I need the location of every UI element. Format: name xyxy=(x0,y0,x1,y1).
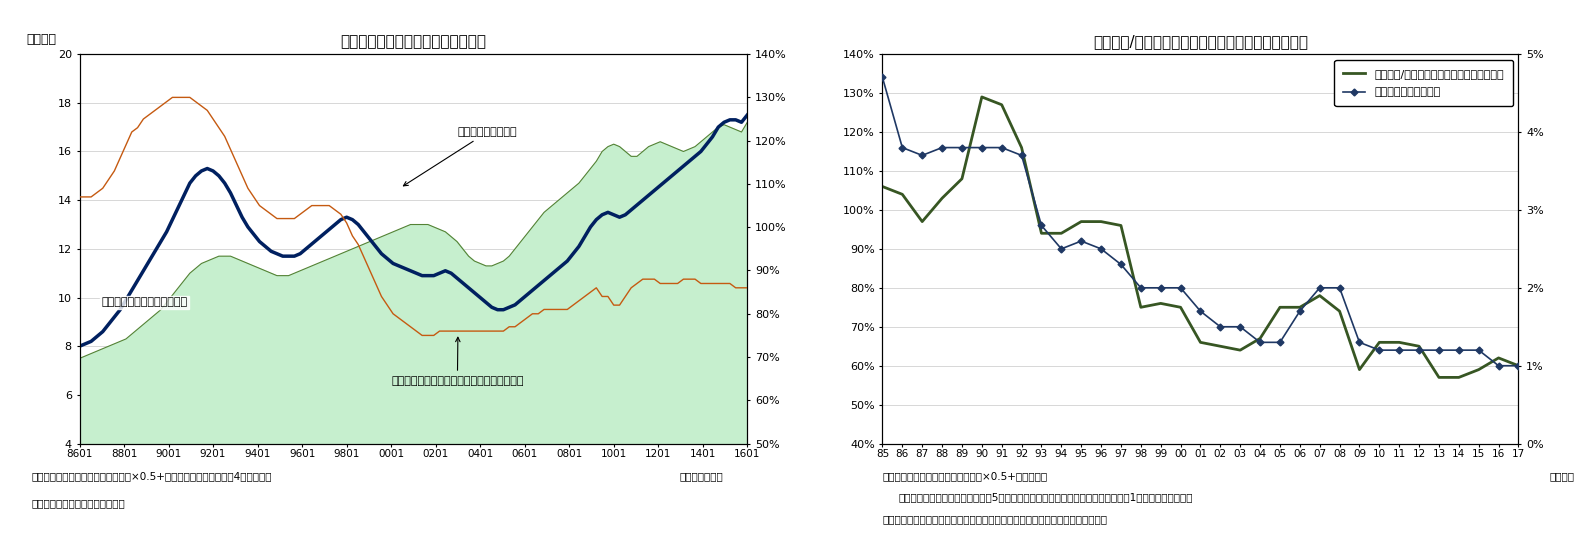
Text: キャッシュフロー（左目盛）: キャッシュフロー（左目盛） xyxy=(102,298,188,307)
Title: 設備投資/キャッシュフロー比率と期待成長率の関係: 設備投資/キャッシュフロー比率と期待成長率の関係 xyxy=(1092,34,1309,49)
Text: （兆円）: （兆円） xyxy=(25,34,56,47)
Legend: 設備投資/キャッシュフロー比率（左目盛）, 期待成長率（右目盛）: 設備投資/キャッシュフロー比率（左目盛）, 期待成長率（右目盛） xyxy=(1334,60,1514,107)
Title: 設備投資とキャッシュフローの関係: 設備投資とキャッシュフローの関係 xyxy=(340,34,487,49)
Text: （資料）財務省「法人企業統計」: （資料）財務省「法人企業統計」 xyxy=(32,498,126,508)
Text: 設備投資／キャッシュフロー比率（右目盛）: 設備投資／キャッシュフロー比率（右目盛） xyxy=(391,337,523,386)
Text: （注）キャッシュフロー＝経常利益×0.5+減価償却費。数値は全て4四半期平均: （注）キャッシュフロー＝経常利益×0.5+減価償却費。数値は全て4四半期平均 xyxy=(32,471,272,481)
Text: （注）キャッシュフロー＝経常利益×0.5+減価償却費: （注）キャッシュフロー＝経常利益×0.5+減価償却費 xyxy=(882,471,1048,481)
Text: （資料）財務省「法人企業統計」、内閣府「企業行動に関するアンケート調査」: （資料）財務省「法人企業統計」、内閣府「企業行動に関するアンケート調査」 xyxy=(882,514,1108,524)
Text: （年度）: （年度） xyxy=(1549,471,1574,481)
Text: 期待成長率は企業による今後5年間の実質経済成長率見通し、当該年度直前の1月時点の調査による: 期待成長率は企業による今後5年間の実質経済成長率見通し、当該年度直前の1月時点の… xyxy=(898,492,1192,503)
Text: 設備投資（左目盛）: 設備投資（左目盛） xyxy=(404,127,517,186)
Text: （年・四半期）: （年・四半期） xyxy=(679,471,723,481)
